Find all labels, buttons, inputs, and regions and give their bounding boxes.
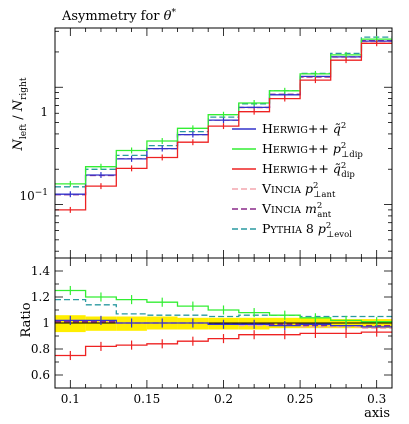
legend-label: VINCIA m2 ant bbox=[261, 201, 332, 220]
chart-title: Asymmetry for θ* bbox=[61, 8, 176, 24]
series-line-ratio-herwig-q-dip bbox=[55, 331, 392, 357]
ratio-ytick-label: 1.4 bbox=[31, 264, 50, 278]
xtick-label: 0.15 bbox=[134, 392, 161, 406]
ratio-panel: 0.6 0.8 1 1.2 1.4 0.1 0.15 0.2 0.25 0.3 bbox=[31, 257, 393, 406]
ratio-ytick-label: 0.8 bbox=[31, 342, 50, 356]
ratio-ytick-label: 1 bbox=[42, 316, 50, 330]
xtick-label: 0.25 bbox=[287, 392, 314, 406]
top-plot-area bbox=[55, 36, 392, 213]
legend-label: HERWIG++ p2 ⊥dip bbox=[262, 141, 363, 160]
legend-label: VINCIA p2 ⊥ant bbox=[261, 181, 336, 200]
xtick-label: 0.3 bbox=[367, 392, 386, 406]
top-ytick-label-1: 1 bbox=[40, 105, 48, 119]
legend-label: PYTHIA 8 p2 ⊥evol bbox=[262, 221, 352, 240]
ratio-ytick-label: 1.2 bbox=[31, 290, 50, 304]
top-panel-ylabel: Nleft / Nright bbox=[11, 77, 29, 151]
ratio-ylabel: Ratio bbox=[19, 302, 34, 337]
xtick-label: 0.1 bbox=[61, 392, 80, 406]
ratio-ytick-label: 0.6 bbox=[31, 368, 50, 382]
top-panel bbox=[54, 27, 393, 388]
legend-label: HERWIG++ q̃2 bbox=[262, 121, 346, 136]
top-ytick-label-0.1: 10−1 bbox=[19, 188, 48, 203]
xtick-label: 0.2 bbox=[214, 392, 233, 406]
ratio-plot-area bbox=[55, 285, 392, 361]
x-axis-label: axis bbox=[364, 406, 390, 421]
legend-label: HERWIG++ q̃2 dip bbox=[262, 161, 355, 180]
